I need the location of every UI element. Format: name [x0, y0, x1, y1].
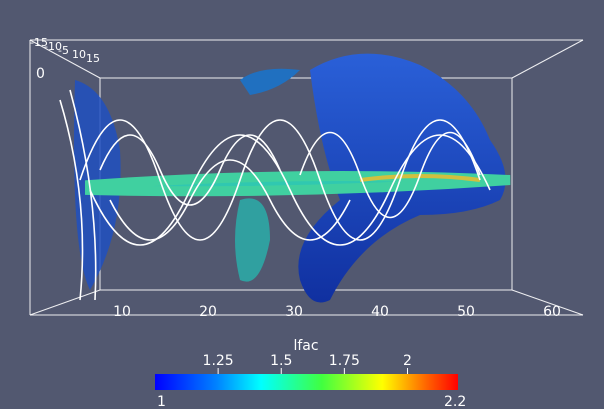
x-axis-label: 20	[199, 304, 217, 320]
colorbar-title: lfac	[293, 338, 318, 354]
corner-label: -15	[30, 36, 48, 49]
corner-label: 15	[86, 52, 100, 65]
streamlines	[59, 89, 491, 301]
x-axis-label: 30	[285, 304, 303, 320]
x-axis-label: 60	[543, 304, 561, 320]
corner-label: 10	[72, 48, 86, 61]
colorbar-end-label: 2.2	[444, 394, 466, 409]
corner-label: -5	[58, 44, 69, 57]
colorbar-tick-label: 1.75	[329, 353, 360, 369]
x-axis-label: 50	[457, 304, 475, 320]
isosurface	[74, 53, 511, 303]
colorbar-tick-label: 2	[403, 353, 412, 369]
colorbar-tick-label: 1.25	[203, 353, 234, 369]
x-axis-label: 10	[113, 304, 131, 320]
colorbar: lfac 1 2.2 1.25 1.5 1.75 2	[155, 338, 466, 409]
colorbar-end-label: 1	[157, 394, 166, 409]
left-label: 0	[36, 66, 45, 82]
colorbar-ramp	[155, 374, 458, 390]
colorbar-tick-label: 1.5	[270, 353, 292, 369]
corner-label: -10	[44, 40, 62, 53]
x-axis-label: 40	[371, 304, 389, 320]
axis-labels: 0 10 20 30 40 50 60-15-10-5 10 15	[30, 36, 561, 320]
